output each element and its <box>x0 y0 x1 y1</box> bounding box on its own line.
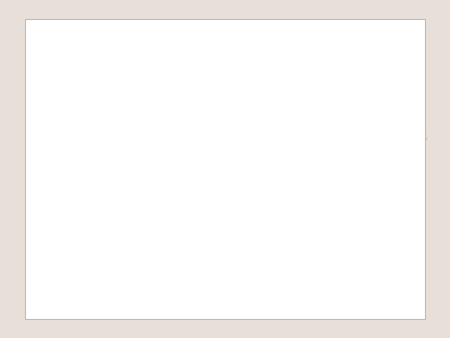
Text: Electron Arrangement: Electron Arrangement <box>45 128 425 157</box>
Text: DP Chemistry: DP Chemistry <box>245 198 349 213</box>
Text: R. Slider: R. Slider <box>265 240 329 255</box>
Text: Electron Arrangement: Electron Arrangement <box>46 131 427 160</box>
